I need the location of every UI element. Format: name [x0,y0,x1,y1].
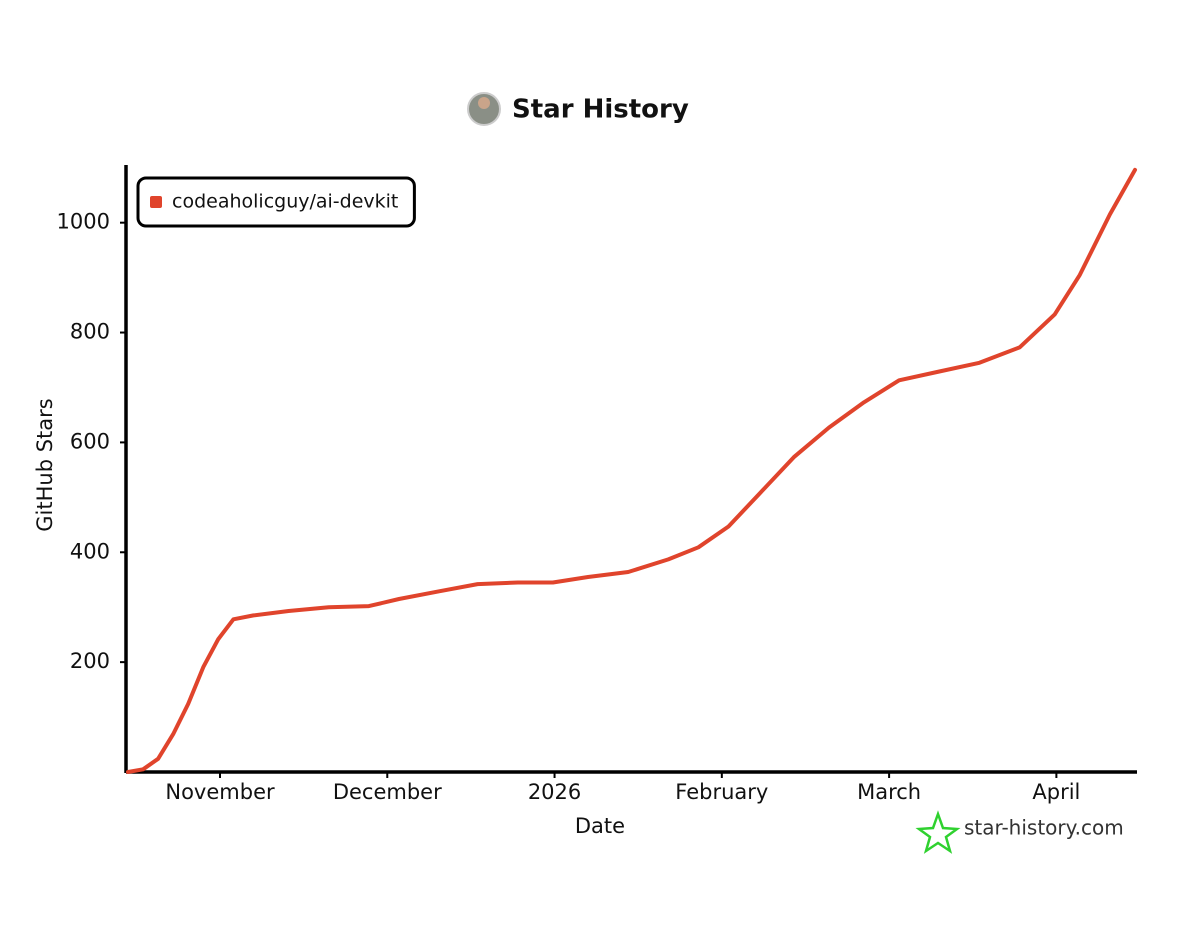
legend: codeaholicguy/ai-devkit [136,176,416,228]
legend-label: codeaholicguy/ai-devkit [172,191,398,213]
chart-title: Star History [512,95,689,125]
avatar-face [478,97,490,109]
y-tick-label: 200 [70,649,110,673]
x-tick-label: November [165,780,275,804]
y-tick-label: 1000 [57,210,110,234]
x-tick-label: 2026 [528,780,581,804]
watermark-text: star-history.com [964,816,1124,840]
watermark-icon [915,810,961,854]
y-tick-label: 800 [70,320,110,344]
x-tick-label: December [333,780,442,804]
y-axis-label: GitHub Stars [33,398,57,531]
y-tick-label: 400 [70,539,110,563]
legend-box [136,176,416,228]
y-tick-label: 600 [70,429,110,453]
x-tick-label: February [675,780,768,804]
series-line [126,167,1137,774]
x-tick-label: April [1032,780,1080,804]
x-tick-label: March [857,780,921,804]
x-axis-label: Date [575,814,625,838]
legend-swatch [150,196,162,208]
watermark: star-history.com [915,810,1124,854]
